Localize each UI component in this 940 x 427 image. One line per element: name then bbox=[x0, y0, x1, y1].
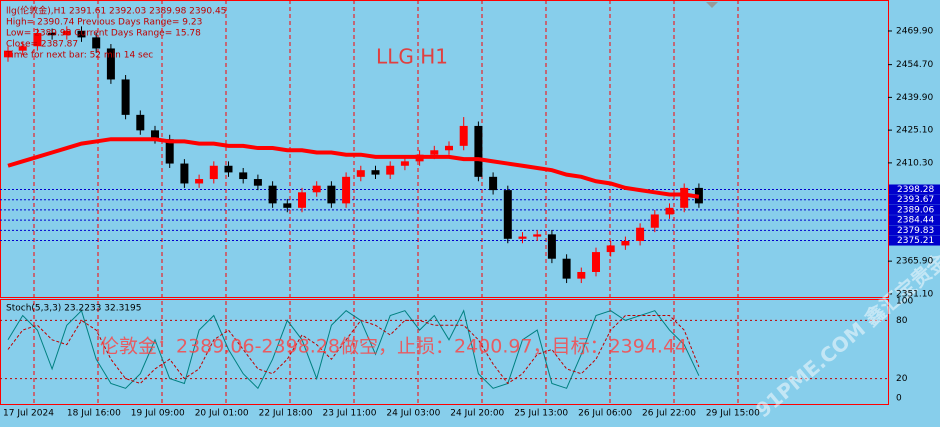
y-tick-label: 2454.70 bbox=[896, 60, 933, 70]
candle-body bbox=[165, 139, 174, 164]
candle-body bbox=[533, 234, 542, 237]
level-box bbox=[889, 225, 940, 236]
level-label: 2375.21 bbox=[897, 236, 934, 246]
level-box bbox=[889, 204, 940, 215]
candle-body bbox=[489, 176, 498, 191]
candle-body bbox=[386, 165, 395, 175]
candle-body bbox=[577, 271, 586, 279]
level-label: 2393.67 bbox=[897, 195, 934, 205]
x-tick-label: 17 Jul 2024 bbox=[3, 409, 54, 419]
candle-body bbox=[283, 203, 292, 208]
candle-body bbox=[195, 179, 204, 184]
candle-body bbox=[92, 37, 101, 49]
x-tick-label: 20 Jul 01:00 bbox=[195, 409, 249, 419]
level-box bbox=[889, 235, 940, 246]
candle-body bbox=[312, 185, 321, 193]
x-tick-label: 26 Jul 22:00 bbox=[642, 409, 696, 419]
candle-body bbox=[665, 207, 674, 215]
candle-body bbox=[48, 32, 57, 36]
candle-body bbox=[562, 258, 571, 279]
level-box bbox=[889, 194, 940, 205]
candle-body bbox=[356, 170, 365, 177]
candle-body bbox=[106, 48, 115, 80]
candle-body bbox=[62, 30, 71, 36]
x-tick-label: 24 Jul 03:00 bbox=[386, 409, 440, 419]
stoch-tick-label: 20 bbox=[896, 374, 908, 384]
info-line: Close= 2387.87 bbox=[6, 40, 78, 50]
candle-body bbox=[430, 150, 439, 155]
x-tick-label: 25 Jul 13:00 bbox=[514, 409, 568, 419]
stoch-line bbox=[7, 315, 700, 385]
level-box bbox=[889, 184, 940, 195]
candle-body bbox=[503, 190, 512, 239]
info-line: Low= 2389.98 Current Days Range= 15.78 bbox=[6, 29, 201, 39]
candle-body bbox=[121, 79, 130, 115]
x-tick-label: 19 Jul 09:00 bbox=[131, 409, 185, 419]
candle-body bbox=[342, 176, 351, 204]
candle-body bbox=[268, 185, 277, 204]
stoch-frame bbox=[0, 299, 889, 405]
candle-body bbox=[327, 185, 336, 204]
level-box bbox=[889, 215, 940, 226]
candle-body bbox=[239, 172, 248, 180]
stoch-label: Stoch(5,3,3) 23.2233 32.3195 bbox=[6, 304, 141, 314]
main-frame bbox=[0, 0, 889, 298]
moving-average bbox=[7, 137, 700, 199]
annotation: 伦敦金：2389.06-2398.28做空，止损：2400.97，目标：2394… bbox=[100, 336, 687, 358]
candle-body bbox=[298, 192, 306, 208]
level-label: 2384.44 bbox=[897, 216, 934, 226]
candle-body bbox=[4, 50, 12, 58]
x-tick-label: 22 Jul 18:00 bbox=[259, 409, 313, 419]
candle-body bbox=[459, 125, 468, 146]
candle-body bbox=[592, 252, 600, 272]
stoch-tick-label: 80 bbox=[896, 316, 908, 326]
stoch-tick-label: 0 bbox=[896, 394, 902, 404]
stoch-tick-label: 100 bbox=[896, 297, 913, 307]
scroll-marker bbox=[706, 2, 718, 8]
candle-body bbox=[606, 245, 615, 253]
candle-body bbox=[400, 161, 409, 166]
y-tick-label: 2425.10 bbox=[896, 126, 933, 136]
info-line: High= 2390.74 Previous Days Range= 9.23 bbox=[6, 18, 202, 28]
candle-body bbox=[77, 30, 86, 38]
candle-body bbox=[224, 165, 233, 173]
y-tick-label: 2469.90 bbox=[896, 26, 933, 36]
candle-body bbox=[253, 179, 262, 186]
candle-body bbox=[18, 46, 27, 51]
level-label: 2379.83 bbox=[897, 226, 934, 236]
candle-body bbox=[547, 234, 556, 259]
candle-body bbox=[33, 32, 42, 47]
stoch-line bbox=[7, 309, 700, 390]
candle-body bbox=[209, 165, 218, 180]
y-tick-label: 2439.90 bbox=[896, 93, 933, 103]
candle-body bbox=[680, 187, 689, 208]
candle-body bbox=[151, 130, 159, 140]
x-tick-label: 18 Jul 16:00 bbox=[67, 409, 121, 419]
x-tick-label: 26 Jul 06:00 bbox=[578, 409, 632, 419]
x-tick-label: 24 Jul 20:00 bbox=[450, 409, 504, 419]
candle-body bbox=[636, 227, 645, 242]
level-label: 2398.28 bbox=[897, 185, 934, 195]
y-tick-label: 2351.10 bbox=[896, 289, 933, 299]
chart-title: LLG H1 bbox=[376, 45, 448, 69]
candle-body bbox=[445, 145, 453, 151]
y-tick-label: 2365.90 bbox=[896, 257, 933, 267]
candle-body bbox=[518, 236, 527, 239]
candle-body bbox=[180, 163, 189, 184]
candle-body bbox=[136, 114, 145, 131]
info-line: Time for next bar: 52 min 14 sec bbox=[5, 51, 153, 61]
candle-body bbox=[474, 125, 483, 177]
candle-body bbox=[650, 214, 659, 228]
info-line: llg(伦敦金),H1 2391.61 2392.03 2389.98 2390… bbox=[6, 5, 226, 17]
x-tick-label: 23 Jul 11:00 bbox=[323, 409, 377, 419]
x-tick-label: 29 Jul 15:00 bbox=[706, 409, 760, 419]
candle-body bbox=[621, 241, 630, 246]
candle-body bbox=[371, 170, 380, 175]
level-label: 2389.06 bbox=[897, 205, 934, 215]
y-tick-label: 2410.30 bbox=[896, 158, 933, 168]
